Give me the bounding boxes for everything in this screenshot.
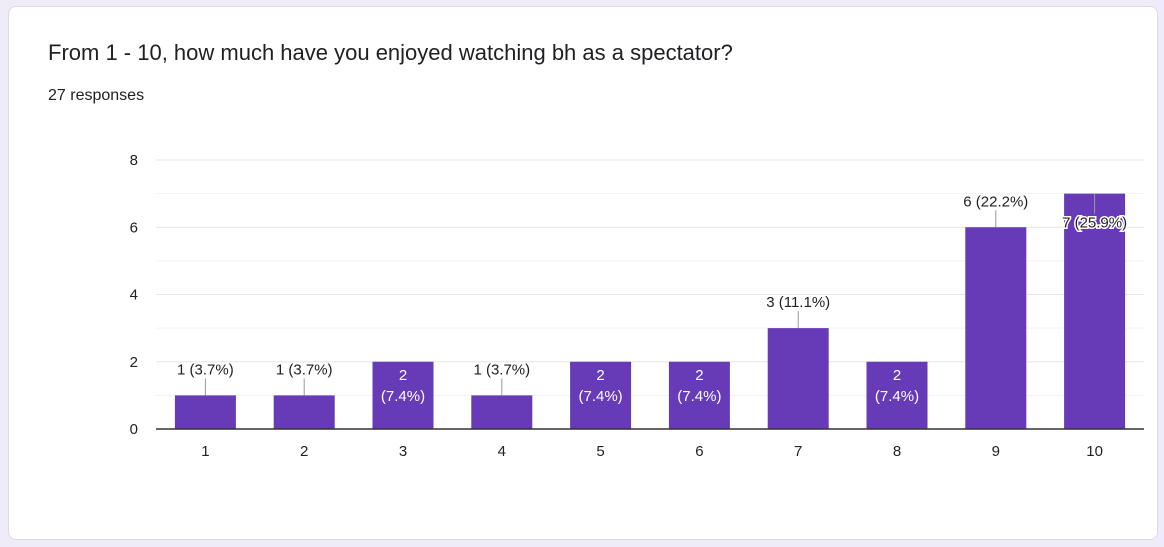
data-label: (7.4%) xyxy=(875,388,919,405)
x-tick-label: 9 xyxy=(992,443,1000,460)
data-label: 2 xyxy=(399,367,407,384)
bar xyxy=(174,395,236,429)
y-tick-label: 0 xyxy=(130,421,138,438)
response-count: 27 responses xyxy=(48,87,145,104)
bar xyxy=(965,227,1027,429)
bar xyxy=(471,395,533,429)
data-label: 1 (3.7%) xyxy=(276,361,333,378)
data-label: (7.4%) xyxy=(579,388,623,405)
bar xyxy=(767,328,829,429)
data-label: 1 (3.7%) xyxy=(177,361,234,378)
x-tick-label: 4 xyxy=(498,443,506,460)
y-tick-label: 2 xyxy=(130,354,138,371)
data-label: 3 (11.1%) xyxy=(766,294,830,311)
data-label: 2 xyxy=(893,367,901,384)
x-tick-label: 3 xyxy=(399,443,407,460)
x-tick-label: 1 xyxy=(201,443,209,460)
bar xyxy=(1064,193,1126,429)
data-label: 2 xyxy=(695,367,703,384)
bar xyxy=(372,361,434,429)
data-label: 2 xyxy=(596,367,604,384)
y-tick-label: 4 xyxy=(130,287,138,304)
bar xyxy=(668,361,730,429)
data-label: 6 (22.2%) xyxy=(963,193,1028,210)
bar xyxy=(570,361,632,429)
x-tick-label: 2 xyxy=(300,443,308,460)
x-tick-label: 7 xyxy=(794,443,802,460)
x-tick-label: 6 xyxy=(695,443,703,460)
data-label: (7.4%) xyxy=(381,388,425,405)
bar xyxy=(866,361,928,429)
y-tick-label: 8 xyxy=(130,152,138,169)
data-label: (7.4%) xyxy=(677,388,721,405)
bar xyxy=(273,395,335,429)
y-tick-label: 6 xyxy=(130,219,138,236)
data-label: 7 (25.9%) xyxy=(1062,215,1127,232)
x-tick-label: 10 xyxy=(1086,443,1103,460)
data-label: 1 (3.7%) xyxy=(473,361,530,378)
x-tick-label: 8 xyxy=(893,443,901,460)
question-title: From 1 - 10, how much have you enjoyed w… xyxy=(48,40,733,65)
x-tick-label: 5 xyxy=(596,443,604,460)
